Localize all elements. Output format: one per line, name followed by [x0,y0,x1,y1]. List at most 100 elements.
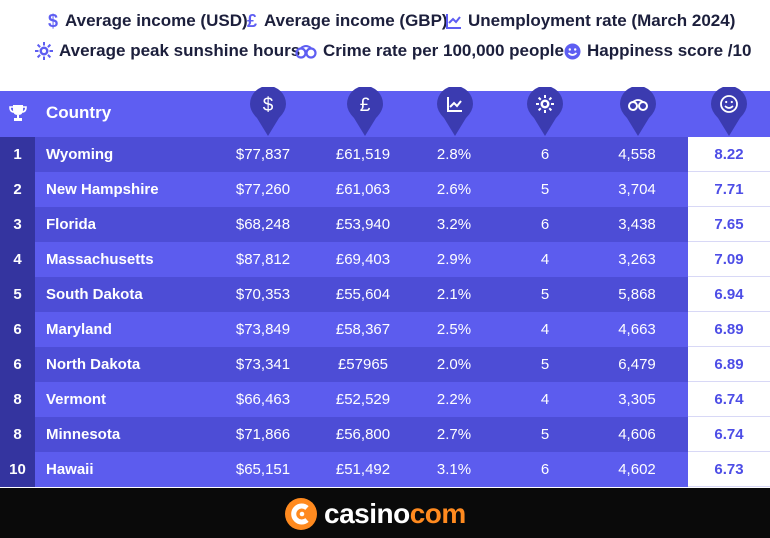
happiness-cell: 6.73 [688,452,770,487]
sunshine-cell: 4 [540,391,550,408]
unemployment-cell: 2.9% [436,251,472,268]
usd-cell: $77,260 [235,181,291,198]
sunshine-cell: 6 [540,216,550,233]
row-body: Maryland $73,849 £58,367 2.5% 4 4,663 [35,312,688,347]
gbp-cell: £52,529 [335,391,391,408]
row-body: South Dakota $70,353 £55,604 2.1% 5 5,868 [35,277,688,312]
happiness-cell: 6.89 [688,347,770,382]
dollar-icon: $ [48,11,58,31]
smiley-icon [711,87,747,136]
legend: $ Average income (USD) £ Average income … [0,0,770,91]
table-header: Country $ £ [0,87,770,137]
rank-cell: 5 [0,277,35,312]
usd-cell: $73,341 [235,356,291,373]
crime-cell: 4,606 [618,426,656,443]
legend-item-sunshine: Average peak sunshine hours [35,41,300,61]
country-cell: Florida [46,216,97,233]
table-row: 8 Vermont $66,463 £52,529 2.2% 4 3,305 6.74 [0,382,770,417]
legend-label-unemployment: Unemployment rate (March 2024) [468,11,736,30]
country-cell: North Dakota [46,356,141,373]
row-body: Florida $68,248 £53,940 3.2% 6 3,438 [35,207,688,242]
country-cell: Hawaii [46,461,94,478]
gbp-cell: £56,800 [335,426,391,443]
country-cell: Massachusetts [46,251,154,268]
rank-cell: 8 [0,382,35,417]
unemployment-cell: 3.2% [436,216,472,233]
smiley-icon [564,43,581,59]
sunshine-cell: 5 [540,181,550,198]
crime-cell: 3,704 [618,181,656,198]
rank-cell: 6 [0,312,35,347]
legend-item-usd: $ Average income (USD) [47,11,248,31]
sunshine-cell: 4 [540,251,550,268]
casino-com-logo: casinocom [284,497,466,531]
ranking-table: Country $ £ [0,87,770,488]
unemployment-cell: 2.5% [436,321,472,338]
svg-text:£: £ [360,95,371,116]
happiness-cell: 6.74 [688,417,770,452]
rank-cell: 10 [0,452,35,487]
casino-logo-icon [285,498,317,530]
legend-item-gbp: £ Average income (GBP) [246,11,448,31]
svg-text:£: £ [247,11,257,31]
usd-cell: $71,866 [235,426,291,443]
row-body: Hawaii $65,151 £51,492 3.1% 6 4,602 [35,452,688,487]
happiness-cell: 7.09 [688,242,770,277]
happiness-cell: 6.94 [688,277,770,312]
gbp-cell: £51,492 [335,461,391,478]
country-cell: Wyoming [46,146,114,163]
gbp-cell: £58,367 [335,321,391,338]
happiness-cell: 6.89 [688,312,770,347]
rank-cell: 8 [0,417,35,452]
gbp-cell: £61,063 [335,181,391,198]
table-row: 1 Wyoming $77,837 £61,519 2.8% 6 4,558 8.22 [0,137,770,172]
usd-cell: $77,837 [235,146,291,163]
country-cell: Maryland [46,321,112,338]
logo-wordmark: casinocom [324,498,466,530]
trophy-icon [9,105,27,121]
table-row: 8 Minnesota $71,866 £56,800 2.7% 5 4,606 6.74 [0,417,770,452]
crime-cell: 3,438 [618,216,656,233]
country-cell: Vermont [46,391,107,408]
row-body: Minnesota $71,866 £56,800 2.7% 5 4,606 [35,417,688,452]
sunshine-cell: 5 [540,356,550,373]
legend-item-unemployment: Unemployment rate (March 2024) [446,11,735,31]
usd-cell: $70,353 [235,286,291,303]
table-row: 5 South Dakota $70,353 £55,604 2.1% 5 5,868 6.9… [0,277,770,312]
rank-cell: 6 [0,347,35,382]
legend-label-sunshine: Average peak sunshine hours [59,41,301,60]
crime-cell: 6,479 [618,356,656,373]
sun-icon [527,87,563,136]
happiness-cell: 8.22 [688,137,770,172]
row-body: Wyoming $77,837 £61,519 2.8% 6 4,558 [35,137,688,172]
country-cell: Minnesota [46,426,121,443]
sunshine-cell: 6 [540,461,550,478]
handcuffs-icon [295,45,317,59]
table-row: 3 Florida $68,248 £53,940 3.2% 6 3,438 7.65 [0,207,770,242]
sunshine-cell: 4 [540,321,550,338]
handcuffs-icon [620,87,656,136]
chart-icon [446,14,461,29]
usd-cell: $87,812 [235,251,291,268]
unemployment-cell: 2.2% [436,391,472,408]
table-row: 2 New Hampshire $77,260 £61,063 2.6% 5 3,704 7.… [0,172,770,207]
unemployment-cell: 2.0% [436,356,472,373]
gbp-cell: £57965 [337,356,389,373]
logo-word-accent: com [409,498,467,529]
rank-cell: 1 [0,137,35,172]
crime-cell: 4,558 [618,146,656,163]
unemployment-cell: 2.6% [436,181,472,198]
rank-cell: 4 [0,242,35,277]
pound-icon: £ [347,87,383,136]
crime-cell: 5,868 [618,286,656,303]
row-body: Vermont $66,463 £52,529 2.2% 4 3,305 [35,382,688,417]
pound-icon: £ [247,11,257,31]
footer: casinocom [0,488,770,538]
sunshine-cell: 5 [540,286,550,303]
sun-icon [35,42,53,60]
gbp-cell: £53,940 [335,216,391,233]
rank-cell: 2 [0,172,35,207]
usd-cell: $65,151 [235,461,291,478]
dollar-icon: $ [250,87,286,136]
rank-cell: 3 [0,207,35,242]
